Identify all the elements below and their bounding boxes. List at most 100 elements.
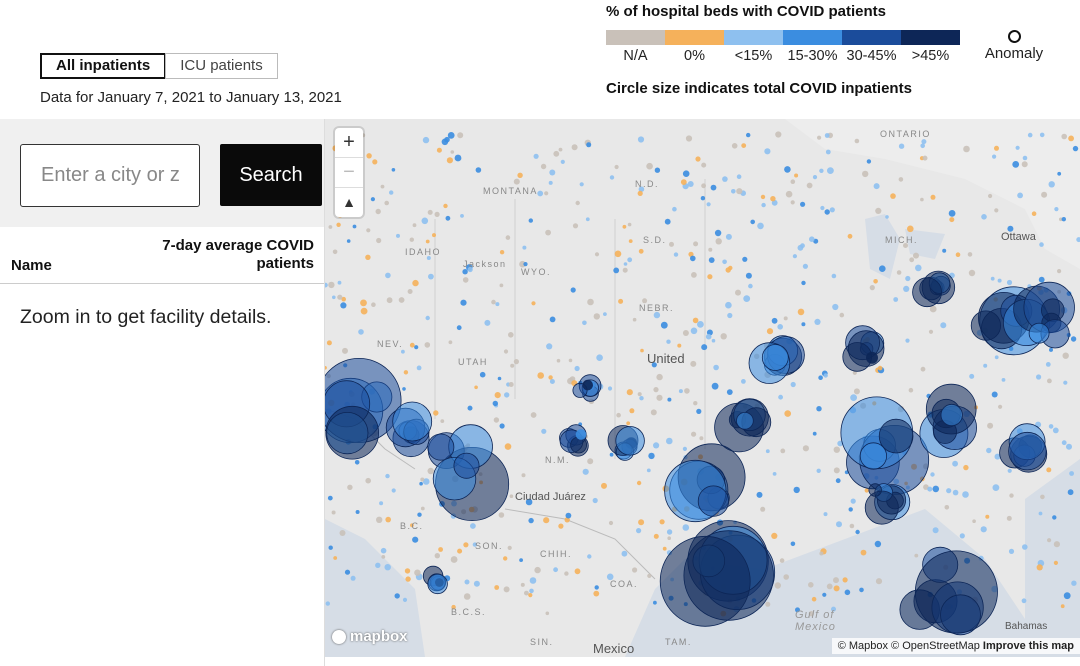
facility-dot[interactable] — [519, 558, 523, 562]
facility-dot[interactable] — [990, 276, 995, 281]
facility-dot[interactable] — [396, 233, 400, 238]
facility-dot[interactable] — [384, 200, 389, 206]
facility-dot[interactable] — [440, 419, 445, 423]
facility-dot[interactable] — [629, 408, 635, 414]
facility-dot[interactable] — [592, 497, 598, 504]
facility-dot[interactable] — [1008, 548, 1015, 554]
facility-dot[interactable] — [328, 545, 333, 550]
facility-dot[interactable] — [636, 528, 642, 534]
facility-dot[interactable] — [507, 545, 512, 550]
facility-dot[interactable] — [412, 536, 419, 543]
facility-dot[interactable] — [852, 370, 857, 375]
facility-dot[interactable] — [568, 358, 573, 363]
facility-dot[interactable] — [952, 489, 959, 496]
facility-dot[interactable] — [1053, 560, 1058, 565]
facility-dot[interactable] — [1022, 155, 1028, 161]
facility-dot[interactable] — [720, 333, 727, 340]
facility-dot[interactable] — [347, 484, 353, 490]
facility-bubble[interactable] — [970, 310, 1002, 341]
facility-dot[interactable] — [1060, 604, 1065, 609]
facility-dot[interactable] — [409, 237, 414, 242]
facility-dot[interactable] — [537, 190, 544, 197]
facility-dot[interactable] — [930, 472, 935, 477]
facility-dot[interactable] — [682, 524, 690, 531]
compass-button[interactable]: ▲ — [335, 188, 363, 217]
facility-dot[interactable] — [1054, 207, 1059, 212]
facility-dot[interactable] — [920, 143, 925, 149]
facility-dot[interactable] — [528, 218, 533, 223]
facility-dot[interactable] — [909, 257, 915, 263]
facility-dot[interactable] — [360, 307, 368, 315]
facility-dot[interactable] — [760, 194, 766, 200]
facility-dot[interactable] — [1040, 494, 1045, 500]
facility-dot[interactable] — [745, 272, 752, 279]
facility-dot[interactable] — [613, 267, 620, 274]
facility-dot[interactable] — [818, 375, 823, 381]
facility-dot[interactable] — [944, 505, 950, 510]
facility-dot[interactable] — [688, 251, 694, 257]
facility-dot[interactable] — [765, 601, 771, 607]
facility-dot[interactable] — [499, 283, 504, 288]
facility-dot[interactable] — [656, 373, 663, 381]
facility-dot[interactable] — [775, 131, 782, 138]
facility-dot[interactable] — [701, 344, 708, 351]
facility-dot[interactable] — [932, 527, 939, 534]
facility-dot[interactable] — [428, 273, 434, 280]
facility-dot[interactable] — [513, 359, 519, 365]
facility-dot[interactable] — [855, 529, 860, 535]
facility-dot[interactable] — [609, 175, 615, 180]
facility-dot[interactable] — [1053, 541, 1060, 548]
facility-bubble[interactable] — [914, 550, 998, 634]
facility-dot[interactable] — [1012, 161, 1020, 168]
facility-dot[interactable] — [875, 578, 883, 585]
facility-dot[interactable] — [479, 371, 486, 378]
facility-dot[interactable] — [952, 460, 958, 467]
tab-icu-patients[interactable]: ICU patients — [165, 53, 278, 79]
facility-dot[interactable] — [603, 312, 607, 316]
facility-dot[interactable] — [948, 210, 956, 217]
facility-dot[interactable] — [1069, 471, 1074, 476]
facility-dot[interactable] — [525, 498, 533, 506]
facility-dot[interactable] — [968, 269, 976, 277]
facility-dot[interactable] — [508, 332, 514, 338]
column-header-7day-average[interactable]: 7-day average COVID patients — [162, 237, 314, 272]
facility-dot[interactable] — [412, 223, 417, 228]
facility-dot[interactable] — [725, 301, 732, 309]
facility-dot[interactable] — [391, 488, 396, 493]
facility-dot[interactable] — [735, 289, 741, 296]
facility-dot[interactable] — [593, 313, 600, 320]
facility-dot[interactable] — [331, 510, 336, 515]
facility-bubble[interactable] — [427, 573, 448, 595]
facility-dot[interactable] — [736, 188, 743, 195]
facility-dot[interactable] — [653, 533, 659, 539]
facility-dot[interactable] — [823, 512, 828, 517]
facility-dot[interactable] — [587, 298, 594, 306]
facility-dot[interactable] — [402, 387, 406, 391]
facility-dot[interactable] — [582, 320, 587, 326]
facility-dot[interactable] — [710, 184, 717, 191]
facility-dot[interactable] — [596, 354, 603, 361]
facility-dot[interactable] — [746, 132, 751, 138]
facility-dot[interactable] — [854, 138, 860, 144]
facility-dot[interactable] — [337, 280, 342, 285]
facility-dot[interactable] — [499, 250, 505, 255]
facility-dot[interactable] — [587, 554, 592, 559]
facility-bubble[interactable] — [736, 411, 754, 430]
facility-dot[interactable] — [463, 593, 471, 600]
facility-dot[interactable] — [905, 338, 910, 343]
facility-dot[interactable] — [987, 422, 994, 429]
facility-dot[interactable] — [339, 530, 346, 536]
facility-dot[interactable] — [342, 347, 348, 354]
facility-dot[interactable] — [666, 437, 673, 445]
facility-dot[interactable] — [325, 366, 327, 370]
facility-dot[interactable] — [450, 556, 458, 563]
facility-bubble[interactable] — [921, 270, 956, 305]
map-canvas[interactable] — [325, 119, 1080, 657]
facility-dot[interactable] — [802, 263, 808, 269]
facility-dot[interactable] — [333, 556, 338, 560]
facility-dot[interactable] — [647, 573, 652, 578]
facility-dot[interactable] — [352, 224, 357, 229]
facility-dot[interactable] — [790, 200, 795, 205]
facility-dot[interactable] — [873, 183, 880, 190]
facility-dot[interactable] — [848, 507, 853, 512]
